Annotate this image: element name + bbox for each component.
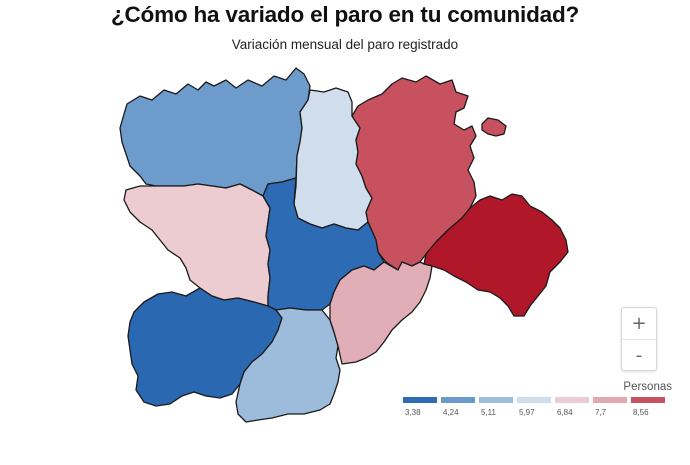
legend-swatch: [441, 397, 475, 403]
page-title: ¿Cómo ha variado el paro en tu comunidad…: [110, 2, 580, 27]
legend-item: 6,84: [555, 397, 589, 417]
legend-label: 5,97: [519, 408, 535, 417]
legend-item: 4,24: [441, 397, 475, 417]
zoom-out-button[interactable]: -: [635, 345, 643, 366]
legend-item: 5,97: [517, 397, 551, 417]
legend-label: 6,84: [557, 408, 573, 417]
legend-swatch: [517, 397, 551, 403]
legend-swatch: [593, 397, 627, 403]
legend-swatch: [479, 397, 513, 403]
legend-item: 5,11: [479, 397, 513, 417]
legend-item: 8,56: [631, 397, 665, 417]
zoom-in-button[interactable]: +: [622, 308, 656, 340]
legend-swatch: [555, 397, 589, 403]
legend-label: 4,24: [443, 408, 459, 417]
region-zamora[interactable]: [123, 183, 271, 307]
page-subtitle: Variación mensual del paro registrado: [231, 37, 459, 52]
region-segovia[interactable]: [329, 261, 433, 365]
legend-title: Personas: [623, 381, 672, 393]
zoom-control: + -: [621, 307, 657, 371]
legend-item: 3,38: [403, 397, 437, 417]
legend-label: 8,56: [633, 408, 649, 417]
legend-label: 5,11: [481, 408, 496, 417]
region-leon[interactable]: [119, 67, 311, 197]
region-soria[interactable]: [423, 193, 569, 317]
legend-swatch: [631, 397, 665, 403]
legend-swatch: [403, 397, 437, 403]
legend-item: 7,7: [593, 397, 627, 417]
legend-label: 7,7: [595, 408, 607, 417]
legend-label: 3,38: [405, 408, 421, 417]
region-burgos-enclave[interactable]: [481, 117, 507, 137]
